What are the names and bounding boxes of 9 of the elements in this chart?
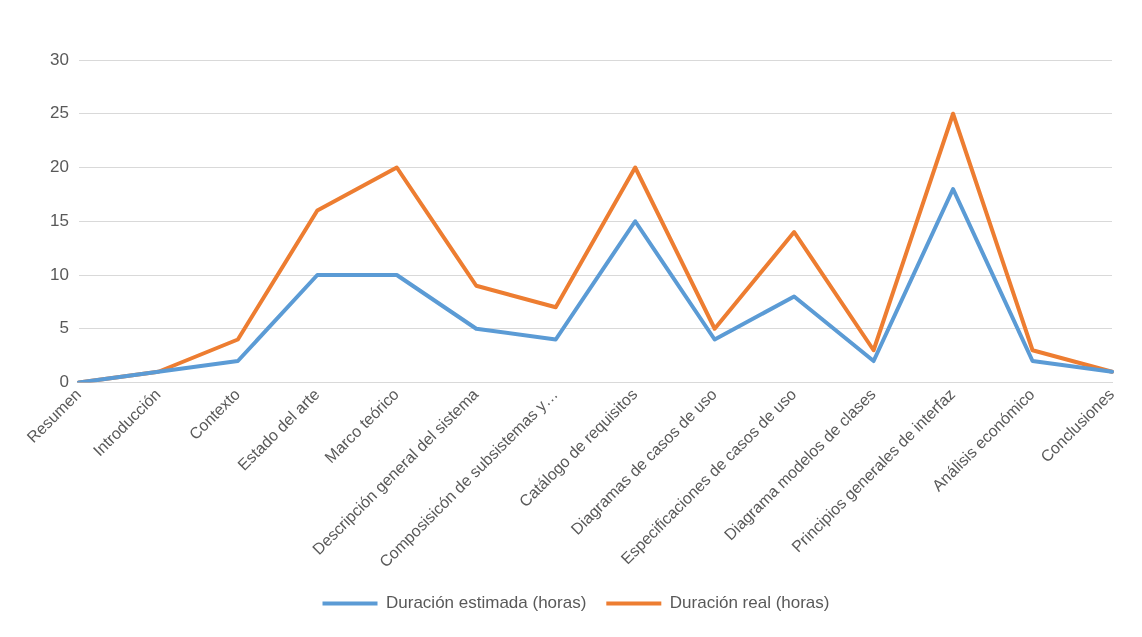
y-tick-label: 25 (49, 103, 69, 123)
y-tick-label: 0 (59, 372, 69, 392)
y-tick-label: 15 (49, 210, 69, 230)
y-tick-label: 30 (49, 49, 69, 69)
legend-label: Duración real (horas) (669, 593, 830, 613)
y-tick-label: 20 (49, 157, 69, 177)
y-tick-label: 10 (49, 264, 69, 284)
legend-label: Duración estimada (horas) (386, 593, 587, 613)
y-tick-label: 5 (59, 318, 69, 338)
